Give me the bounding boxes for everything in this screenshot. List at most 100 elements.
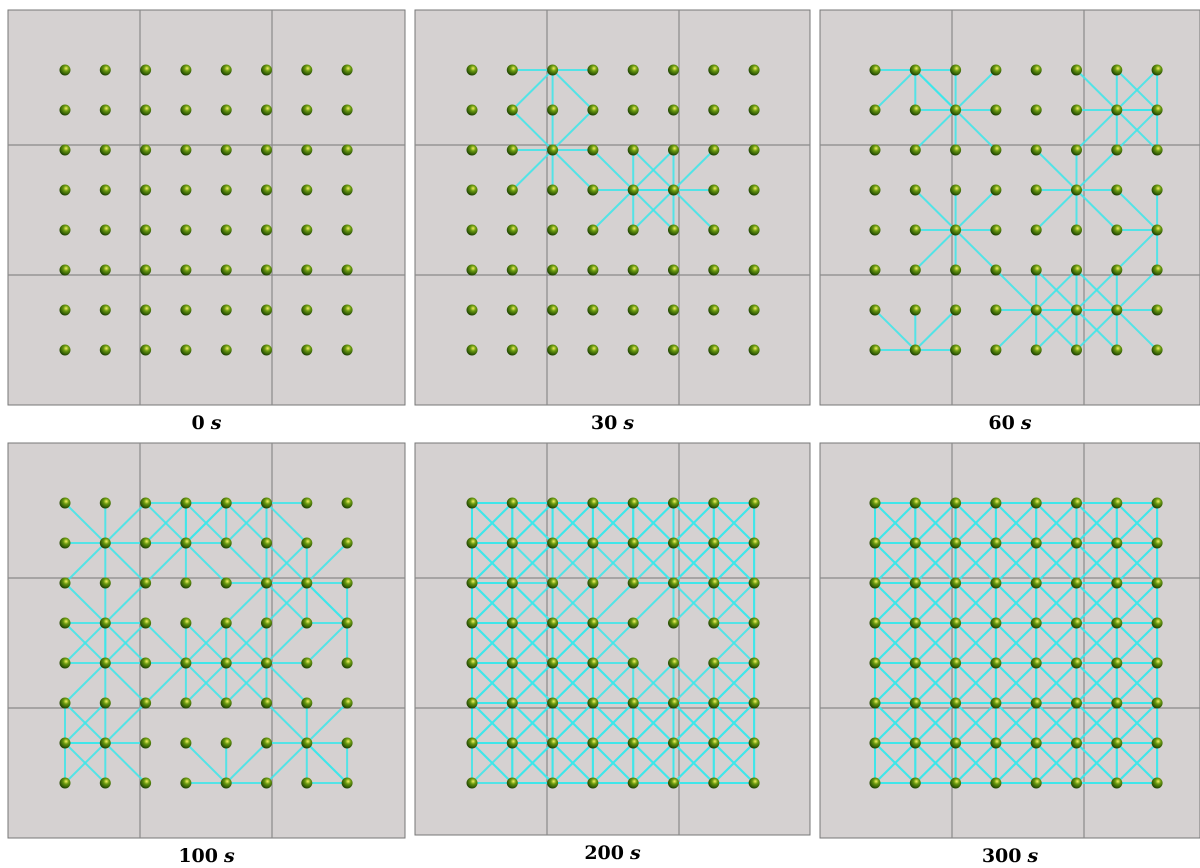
node	[261, 145, 272, 156]
node	[261, 345, 272, 356]
node	[221, 498, 232, 509]
node	[467, 145, 478, 156]
node	[342, 105, 353, 116]
node	[100, 345, 111, 356]
node	[342, 265, 353, 276]
node	[301, 498, 312, 509]
time-unit: s	[210, 412, 222, 434]
node	[547, 578, 558, 589]
node	[1031, 778, 1042, 789]
node	[301, 105, 312, 116]
node	[1031, 345, 1042, 356]
node	[628, 225, 639, 236]
node	[910, 305, 921, 316]
node	[708, 185, 719, 196]
node	[547, 498, 558, 509]
time-value: 0	[192, 412, 205, 434]
node	[301, 225, 312, 236]
node	[628, 145, 639, 156]
node	[668, 265, 679, 276]
node	[1111, 185, 1122, 196]
node	[140, 618, 151, 629]
node	[587, 738, 598, 749]
node	[990, 778, 1001, 789]
node	[301, 538, 312, 549]
node	[261, 778, 272, 789]
time-label: 300s	[982, 845, 1039, 867]
node	[261, 698, 272, 709]
node	[467, 225, 478, 236]
node	[342, 658, 353, 669]
node	[261, 578, 272, 589]
node	[221, 145, 232, 156]
node	[587, 618, 598, 629]
node	[668, 105, 679, 116]
node	[1152, 618, 1163, 629]
node	[140, 225, 151, 236]
node	[708, 498, 719, 509]
node	[547, 345, 558, 356]
node	[507, 185, 518, 196]
node	[1111, 145, 1122, 156]
node	[140, 778, 151, 789]
node	[950, 658, 961, 669]
node	[60, 538, 71, 549]
node	[221, 698, 232, 709]
node	[708, 145, 719, 156]
node	[180, 105, 191, 116]
node	[910, 145, 921, 156]
node	[1071, 698, 1082, 709]
node	[60, 65, 71, 76]
node	[140, 498, 151, 509]
node	[507, 345, 518, 356]
node	[910, 265, 921, 276]
node	[628, 498, 639, 509]
node	[1031, 65, 1042, 76]
node	[910, 538, 921, 549]
node	[950, 145, 961, 156]
node	[100, 145, 111, 156]
node	[180, 778, 191, 789]
node	[221, 738, 232, 749]
node	[467, 538, 478, 549]
node	[180, 65, 191, 76]
panel: 0s	[8, 10, 405, 434]
node	[749, 145, 760, 156]
node	[100, 658, 111, 669]
node	[467, 618, 478, 629]
node	[100, 618, 111, 629]
node	[100, 738, 111, 749]
node	[180, 738, 191, 749]
node	[910, 105, 921, 116]
node	[261, 65, 272, 76]
node	[587, 658, 598, 669]
node	[628, 538, 639, 549]
node	[1111, 65, 1122, 76]
node	[990, 145, 1001, 156]
node	[180, 578, 191, 589]
time-label: 0s	[192, 412, 222, 434]
node	[668, 185, 679, 196]
node	[100, 778, 111, 789]
node	[507, 105, 518, 116]
node	[1152, 185, 1163, 196]
node	[990, 225, 1001, 236]
node	[1071, 265, 1082, 276]
node	[950, 265, 961, 276]
node	[990, 265, 1001, 276]
node	[342, 305, 353, 316]
node	[140, 345, 151, 356]
node	[628, 105, 639, 116]
node	[60, 778, 71, 789]
node	[628, 185, 639, 196]
node	[587, 305, 598, 316]
node	[140, 538, 151, 549]
node	[668, 578, 679, 589]
node	[749, 778, 760, 789]
node	[60, 145, 71, 156]
node	[587, 498, 598, 509]
node	[668, 618, 679, 629]
node	[100, 65, 111, 76]
node	[870, 225, 881, 236]
node	[749, 105, 760, 116]
